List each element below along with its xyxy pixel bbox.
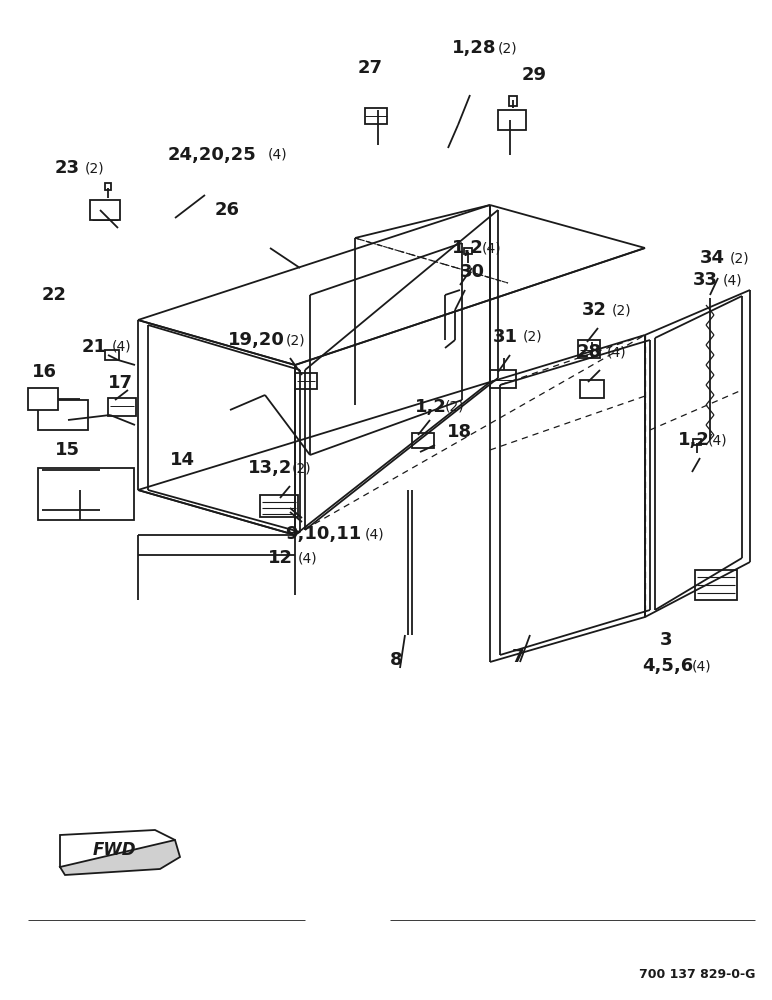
Bar [580, 380, 604, 398]
Bar [90, 200, 120, 220]
Text: FWD: FWD [93, 841, 137, 859]
Bar [295, 373, 317, 389]
Text: (4): (4) [268, 148, 288, 162]
Bar [105, 350, 119, 360]
Text: (4): (4) [708, 433, 728, 447]
Text: 19,20: 19,20 [228, 331, 285, 349]
Text: 32: 32 [582, 301, 607, 319]
Text: 30: 30 [460, 263, 485, 281]
Text: 700 137 829-0-G: 700 137 829-0-G [638, 968, 755, 982]
Bar [365, 108, 387, 124]
Bar [693, 439, 701, 445]
Bar [509, 96, 517, 106]
Text: 24,20,25: 24,20,25 [168, 146, 257, 164]
Text: 12: 12 [268, 549, 293, 567]
Text: 27: 27 [358, 59, 383, 77]
Text: 16: 16 [32, 363, 57, 381]
Bar [28, 388, 58, 410]
Polygon shape [60, 830, 175, 867]
Text: (4): (4) [298, 551, 317, 565]
Text: (2): (2) [612, 303, 631, 317]
Bar [260, 495, 298, 517]
Text: (2): (2) [498, 41, 517, 55]
Text: 9,10,11: 9,10,11 [285, 525, 361, 543]
Text: 23: 23 [55, 159, 80, 177]
Text: 31: 31 [493, 328, 518, 346]
Bar [498, 110, 526, 130]
Text: 1,28: 1,28 [452, 39, 496, 57]
Text: (4): (4) [692, 659, 712, 673]
Text: 1,2: 1,2 [415, 398, 447, 416]
Polygon shape [60, 840, 180, 875]
Text: 26: 26 [215, 201, 240, 219]
Text: (2): (2) [292, 461, 312, 475]
Bar [464, 248, 472, 254]
Bar [695, 570, 737, 600]
Text: 4,5,6: 4,5,6 [642, 657, 693, 675]
Text: (2): (2) [85, 161, 105, 175]
Text: 7: 7 [512, 648, 524, 666]
Text: 34: 34 [700, 249, 725, 267]
Text: (4): (4) [723, 273, 743, 287]
Text: (4): (4) [607, 345, 627, 359]
Text: 28: 28 [577, 343, 602, 361]
Bar [412, 433, 434, 448]
Text: 8: 8 [390, 651, 403, 669]
Text: (4): (4) [482, 241, 502, 255]
Text: 1,2: 1,2 [678, 431, 710, 449]
Bar [108, 398, 136, 416]
Text: 17: 17 [108, 374, 133, 392]
Bar [578, 340, 600, 358]
Text: (2): (2) [730, 251, 750, 265]
Text: 33: 33 [693, 271, 718, 289]
Bar [38, 468, 134, 520]
Bar [38, 400, 88, 430]
Text: (2): (2) [445, 400, 465, 414]
Text: 14: 14 [170, 451, 195, 469]
Text: (2): (2) [286, 333, 306, 347]
Text: 18: 18 [447, 423, 472, 441]
Text: 1,2: 1,2 [452, 239, 484, 257]
Text: 29: 29 [522, 66, 547, 84]
Text: 3: 3 [660, 631, 672, 649]
Text: (4): (4) [112, 340, 131, 354]
Text: 15: 15 [55, 441, 80, 459]
Text: 21: 21 [82, 338, 107, 356]
Bar [105, 183, 111, 190]
Bar [490, 370, 516, 388]
Text: 13,2: 13,2 [248, 459, 293, 477]
Text: (2): (2) [523, 330, 543, 344]
Text: 22: 22 [42, 286, 67, 304]
Text: (4): (4) [365, 527, 384, 541]
